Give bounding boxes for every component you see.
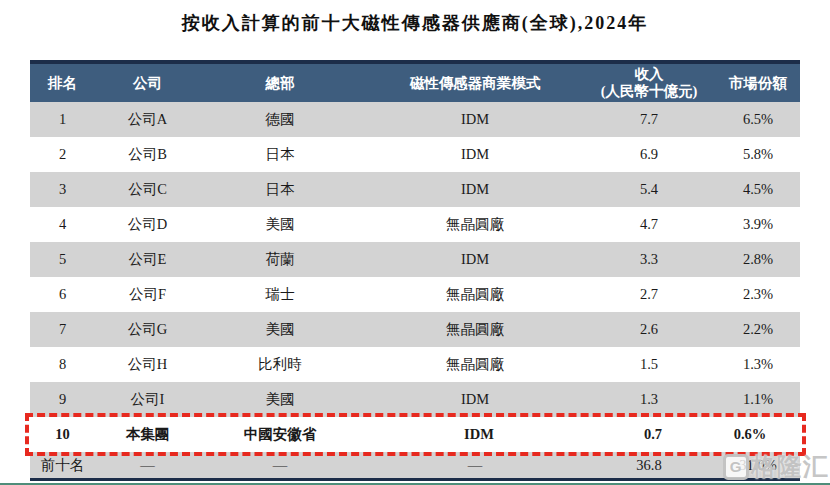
cell-model: 無晶圓廠 — [360, 285, 590, 304]
cell-revenue: 7.7 — [590, 111, 700, 128]
cell-rank: 4 — [30, 216, 95, 233]
cell-model: — — [360, 457, 590, 474]
cell-hq: — — [200, 457, 360, 474]
cell-rank: 6 — [30, 286, 95, 303]
column-header-hq: 總部 — [200, 74, 360, 93]
column-header-revenue-line1: 收入 — [598, 66, 700, 83]
cell-rank: 9 — [30, 391, 95, 408]
cell-company: — — [95, 457, 200, 474]
cell-revenue: 2.7 — [590, 286, 700, 303]
cell-model: IDM — [360, 146, 590, 163]
cell-share: 2.3% — [700, 286, 800, 303]
table-row: 7 公司G 美國 無晶圓廠 2.6 2.2% — [30, 312, 800, 347]
column-header-revenue: 收入 (人民幣十億元) — [590, 66, 700, 99]
gelonghui-watermark: G 格隆汇 — [723, 450, 829, 483]
cell-share: 4.5% — [700, 181, 800, 198]
cell-share: 3.9% — [700, 216, 800, 233]
cell-revenue: 0.7 — [590, 426, 700, 443]
cell-share: 1.3% — [700, 356, 800, 373]
column-header-revenue-line2: (人民幣十億元) — [598, 83, 700, 100]
cell-share: 1.1% — [700, 391, 800, 408]
column-header-model: 磁性傳感器商業模式 — [360, 74, 590, 93]
cell-hq: 美國 — [200, 390, 360, 409]
cell-rank: 7 — [30, 321, 95, 338]
cell-revenue: 2.6 — [590, 321, 700, 338]
cell-rank: 前十名 — [30, 456, 95, 475]
cell-company: 公司D — [95, 215, 200, 234]
cell-revenue: 5.4 — [590, 181, 700, 198]
cell-company: 公司C — [95, 180, 200, 199]
cell-revenue: 4.7 — [590, 216, 700, 233]
cell-hq: 瑞士 — [200, 285, 360, 304]
cell-rank: 2 — [30, 146, 95, 163]
cell-company: 公司I — [95, 390, 200, 409]
cell-model: 無晶圓廠 — [360, 320, 590, 339]
table-row: 1 公司A 德國 IDM 7.7 6.5% — [30, 102, 800, 137]
cell-model: IDM — [360, 391, 590, 408]
column-header-company: 公司 — [95, 74, 200, 93]
cell-company: 公司E — [95, 250, 200, 269]
cell-company: 公司B — [95, 145, 200, 164]
table-row: 9 公司I 美國 IDM 1.3 1.1% — [30, 382, 800, 417]
table-row: 5 公司E 荷蘭 IDM 3.3 2.8% — [30, 242, 800, 277]
cell-hq: 美國 — [200, 215, 360, 234]
cell-hq: 日本 — [200, 145, 360, 164]
cell-company: 公司A — [95, 110, 200, 129]
cell-share: 2.8% — [700, 251, 800, 268]
cell-model: IDM — [360, 111, 590, 128]
gelonghui-logo-icon: G — [723, 454, 749, 480]
column-header-share: 市場份額 — [700, 74, 800, 93]
cell-rank: 10 — [30, 426, 95, 443]
cell-share: 2.2% — [700, 321, 800, 338]
cell-model: 無晶圓廠 — [360, 215, 590, 234]
cell-hq: 中國安徽省 — [200, 425, 360, 444]
cell-model: IDM — [360, 251, 590, 268]
cell-rank: 1 — [30, 111, 95, 128]
table-footer-row: 前十名 — — — 36.8 31.0% — [30, 452, 800, 481]
table-row: 2 公司B 日本 IDM 6.9 5.8% — [30, 137, 800, 172]
cell-model: IDM — [360, 426, 590, 443]
cell-rank: 3 — [30, 181, 95, 198]
cell-revenue: 6.9 — [590, 146, 700, 163]
cell-rank: 5 — [30, 251, 95, 268]
watermark-text: 格隆汇 — [751, 450, 829, 483]
table-row: 6 公司F 瑞士 無晶圓廠 2.7 2.3% — [30, 277, 800, 312]
cell-hq: 美國 — [200, 320, 360, 339]
table-row-group-highlighted: 10 本集團 中國安徽省 IDM 0.7 0.6% — [30, 417, 800, 452]
cell-share: 5.8% — [700, 146, 800, 163]
table-row: 4 公司D 美國 無晶圓廠 4.7 3.9% — [30, 207, 800, 242]
cell-revenue: 1.3 — [590, 391, 700, 408]
cell-rank: 8 — [30, 356, 95, 373]
column-header-rank: 排名 — [30, 74, 95, 93]
cell-company: 本集團 — [95, 425, 200, 444]
cell-hq: 德國 — [200, 110, 360, 129]
page-title: 按收入計算的前十大磁性傳感器供應商(全球),2024年 — [0, 0, 830, 35]
cell-company: 公司G — [95, 320, 200, 339]
cell-hq: 日本 — [200, 180, 360, 199]
cell-company: 公司H — [95, 355, 200, 374]
cell-revenue: 3.3 — [590, 251, 700, 268]
cell-share: 0.6% — [700, 426, 800, 443]
cell-revenue: 1.5 — [590, 356, 700, 373]
cell-share: 6.5% — [700, 111, 800, 128]
cell-hq: 荷蘭 — [200, 250, 360, 269]
cell-hq: 比利時 — [200, 355, 360, 374]
suppliers-table: 排名 公司 總部 磁性傳感器商業模式 收入 (人民幣十億元) 市場份額 1 公司… — [30, 60, 800, 481]
cell-revenue: 36.8 — [590, 457, 700, 474]
table-row: 3 公司C 日本 IDM 5.4 4.5% — [30, 172, 800, 207]
cell-company: 公司F — [95, 285, 200, 304]
cell-model: IDM — [360, 181, 590, 198]
table-header: 排名 公司 總部 磁性傳感器商業模式 收入 (人民幣十億元) 市場份額 — [30, 60, 800, 102]
cell-model: 無晶圓廠 — [360, 355, 590, 374]
table-row: 8 公司H 比利時 無晶圓廠 1.5 1.3% — [30, 347, 800, 382]
